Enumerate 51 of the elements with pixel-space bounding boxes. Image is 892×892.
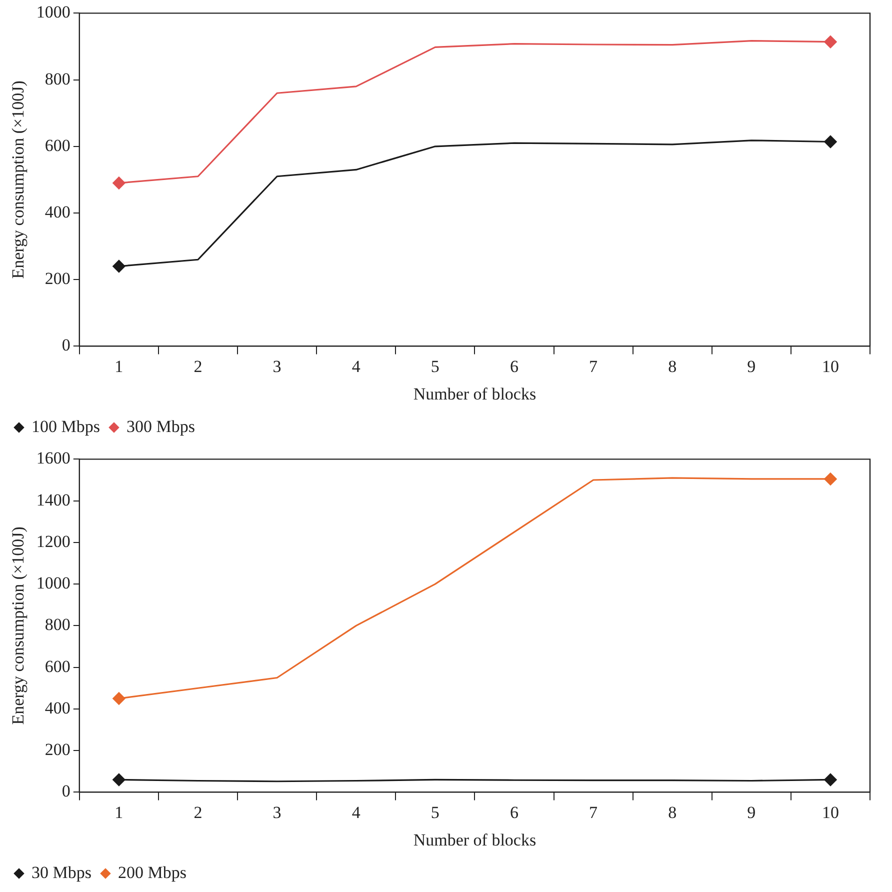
x-tick-label: 2 xyxy=(194,356,202,376)
y-tick-label: 400 xyxy=(44,698,70,718)
x-tick-label: 5 xyxy=(430,802,440,822)
x-tick-label: 7 xyxy=(589,802,598,822)
x-tick-label: 4 xyxy=(352,802,361,822)
legend-label: 300 Mbps xyxy=(126,416,195,436)
point xyxy=(112,773,126,786)
point xyxy=(824,472,837,486)
y-axis-title: Energy consumption (×100J) xyxy=(8,526,28,725)
y-tick-label: 400 xyxy=(44,202,70,222)
x-tick-label: 7 xyxy=(589,356,598,376)
x-tick-label: 8 xyxy=(668,802,677,822)
point xyxy=(112,692,126,705)
y-tick-label: 600 xyxy=(44,136,70,155)
y-tick-label: 1400 xyxy=(36,490,70,510)
x-tick-label: 5 xyxy=(430,356,440,376)
point xyxy=(824,773,837,786)
x-tick-label: 1 xyxy=(114,802,124,822)
legend-label: 100 Mbps xyxy=(32,416,100,436)
y-tick-label: 0 xyxy=(62,782,70,801)
x-tick-label: 1 xyxy=(114,356,124,376)
x-tick-label: 10 xyxy=(822,356,839,376)
y-tick-label: 600 xyxy=(44,656,70,676)
point xyxy=(824,135,837,148)
x-tick-label: 2 xyxy=(194,802,202,822)
y-tick-label: 1600 xyxy=(36,448,70,468)
y-tick-label: 200 xyxy=(44,740,70,760)
y-tick-label: 800 xyxy=(44,69,70,88)
x-tick-label: 3 xyxy=(272,356,282,376)
x-tick-label: 9 xyxy=(747,356,756,376)
point xyxy=(112,260,126,273)
legend-label: 30 Mbps xyxy=(32,862,92,882)
x-tick-label: 3 xyxy=(272,802,282,822)
x-tick-label: 9 xyxy=(747,802,756,822)
y-tick-label: 800 xyxy=(44,615,70,634)
legend-label: 200 Mbps xyxy=(118,862,186,882)
y-tick-label: 1000 xyxy=(36,2,70,22)
y-tick-label: 1200 xyxy=(36,532,70,551)
x-tick-label: 10 xyxy=(822,802,839,822)
y-tick-label: 1000 xyxy=(36,574,70,593)
x-tick-label: 6 xyxy=(510,802,518,822)
x-axis-title: Number of blocks xyxy=(413,830,536,850)
x-tick-label: 6 xyxy=(510,356,518,376)
point xyxy=(112,176,126,190)
x-tick-label: 8 xyxy=(668,356,677,376)
x-axis-title: Number of blocks xyxy=(413,384,536,404)
y-axis-title: Energy consumption (×100J) xyxy=(8,80,28,279)
y-tick-label: 0 xyxy=(62,336,70,355)
point xyxy=(824,36,837,48)
y-tick-label: 200 xyxy=(44,269,70,288)
x-tick-label: 4 xyxy=(352,356,361,376)
